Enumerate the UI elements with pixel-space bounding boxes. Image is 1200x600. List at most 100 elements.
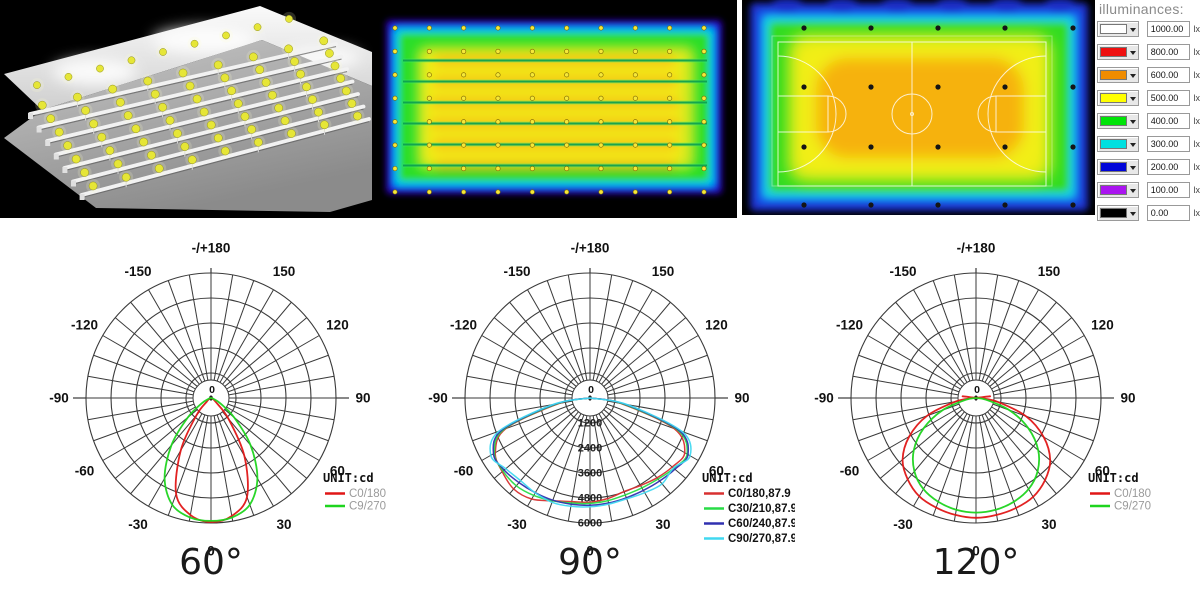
polar-spoke — [148, 413, 203, 507]
legend-color-swatch[interactable] — [1097, 90, 1139, 106]
polar-spoke — [932, 280, 971, 382]
legend-row: 200.00 lx — [1097, 159, 1200, 175]
dropdown-arrow-icon[interactable] — [1129, 183, 1138, 197]
beam-shadow — [38, 58, 342, 131]
measurement-dot — [529, 48, 535, 54]
legend-unit-label: lx — [1193, 162, 1200, 172]
unit-label: UNIT:cd — [323, 471, 374, 485]
dropdown-arrow-icon[interactable] — [1129, 68, 1138, 82]
angle-label: 60 — [1095, 464, 1110, 479]
legend-color-fill — [1100, 47, 1127, 57]
lamp-dot — [192, 94, 202, 104]
lamp-dot — [154, 164, 164, 173]
polar-spoke — [493, 317, 577, 387]
legend-color-swatch[interactable] — [1097, 159, 1139, 175]
dropdown-arrow-icon[interactable] — [1129, 206, 1138, 220]
lamp-dot — [88, 181, 98, 191]
angle-label: -30 — [507, 517, 527, 532]
dropdown-arrow-icon[interactable] — [1129, 114, 1138, 128]
lamp-dot — [227, 86, 236, 96]
measurement-dot — [495, 95, 501, 101]
polar-spoke — [114, 409, 198, 479]
measurement-dot — [868, 25, 874, 31]
beam-shadow — [47, 70, 348, 145]
legend-color-swatch[interactable] — [1097, 67, 1139, 83]
measurement-dot — [564, 189, 570, 195]
lamp-dot — [302, 82, 311, 92]
lamp-dot — [159, 48, 167, 56]
measurement-dot — [426, 25, 432, 31]
legend-color-swatch[interactable] — [1097, 182, 1139, 198]
polar-spoke — [595, 280, 634, 382]
legend-value-input[interactable]: 0.00 — [1146, 205, 1190, 221]
polar-spoke — [228, 375, 335, 396]
beam-angle-title: 60° — [179, 542, 243, 583]
legend-value-input[interactable]: 400.00 — [1146, 113, 1190, 129]
dropdown-arrow-icon[interactable] — [1129, 22, 1138, 36]
legend-row: 1000.00 lx — [1097, 21, 1200, 37]
measurement-dot — [598, 189, 604, 195]
polar-spoke — [989, 409, 1073, 479]
angle-label: 120 — [1091, 318, 1114, 333]
legend-value-input[interactable]: 800.00 — [1146, 44, 1190, 60]
polar-spoke — [605, 406, 699, 461]
legend-color-swatch[interactable] — [1097, 44, 1139, 60]
measurement-dot — [529, 25, 535, 31]
radial-zero-label: 0 — [209, 384, 215, 396]
measurement-dot — [461, 119, 467, 125]
measurement-dot — [701, 95, 707, 101]
measurement-dot — [632, 166, 638, 172]
polar-spoke — [603, 317, 687, 387]
polar-spoke — [481, 406, 575, 461]
lamp-dot — [287, 129, 296, 138]
polar-chart-120: -/+180 150 120 90 60 30 0 -30 -60 -90 -120 -150 0 UNI… — [781, 241, 1181, 584]
legend-value-input[interactable]: 200.00 — [1146, 159, 1190, 175]
measurement-dot — [392, 72, 398, 78]
legend-color-swatch[interactable] — [1097, 113, 1139, 129]
legend-value-input[interactable]: 600.00 — [1146, 67, 1190, 83]
lamp-dot — [213, 133, 223, 143]
dropdown-arrow-icon[interactable] — [1129, 91, 1138, 105]
polar-spoke — [605, 335, 699, 390]
photometric-curve-c9-270 — [163, 397, 259, 522]
legend-value-input[interactable]: 500.00 — [1146, 90, 1190, 106]
legend-series-label: C90/270,87.9 — [728, 533, 795, 545]
measurement-dot — [1002, 202, 1008, 208]
beam-angle-title: 120° — [932, 542, 1020, 583]
measurement-dot — [632, 48, 638, 54]
polar-chart-90: -/+180 150 120 90 60 30 0 -30 -60 -90 -120 -150 0 120… — [395, 241, 797, 584]
angle-label: -/+180 — [957, 242, 996, 256]
measurement-dot — [564, 25, 570, 31]
polar-spoke — [102, 335, 196, 390]
polar-spoke — [981, 280, 1020, 382]
dropdown-arrow-icon[interactable] — [1129, 160, 1138, 174]
radial-tick-label: 3600 — [578, 468, 602, 480]
polar-spoke — [984, 289, 1039, 383]
legend-value-input[interactable]: 100.00 — [1146, 182, 1190, 198]
legend-color-swatch[interactable] — [1097, 21, 1139, 37]
legend-row: 600.00 lx — [1097, 67, 1200, 83]
legend-color-swatch[interactable] — [1097, 205, 1139, 221]
legend-value-input[interactable]: 1000.00 — [1146, 21, 1190, 37]
lamp-dot — [206, 120, 216, 130]
polar-spoke — [102, 406, 196, 461]
measurement-dot — [426, 166, 432, 172]
legend-color-swatch[interactable] — [1097, 136, 1139, 152]
court-dot-grid — [801, 25, 1076, 208]
measurement-dot — [564, 142, 570, 148]
measurement-dot — [392, 25, 398, 31]
lamp-dot — [178, 68, 188, 78]
panel-court-heatmap — [742, 0, 1095, 215]
dropdown-arrow-icon[interactable] — [1129, 137, 1138, 151]
dropdown-arrow-icon[interactable] — [1129, 45, 1138, 59]
lamp-dot — [158, 102, 167, 112]
legend-row: 300.00 lx — [1097, 136, 1200, 152]
measurement-dot — [598, 48, 604, 54]
angle-label: 30 — [1041, 517, 1056, 532]
photometric-polar-diagram: -/+180 150 120 90 60 30 0 -30 -60 -90 -120 -150 0 UNI… — [49, 241, 386, 559]
legend-value-input[interactable]: 300.00 — [1146, 136, 1190, 152]
lamp-dot — [320, 120, 329, 130]
beam-end-cap — [62, 167, 68, 173]
lamp-dot — [341, 86, 351, 96]
